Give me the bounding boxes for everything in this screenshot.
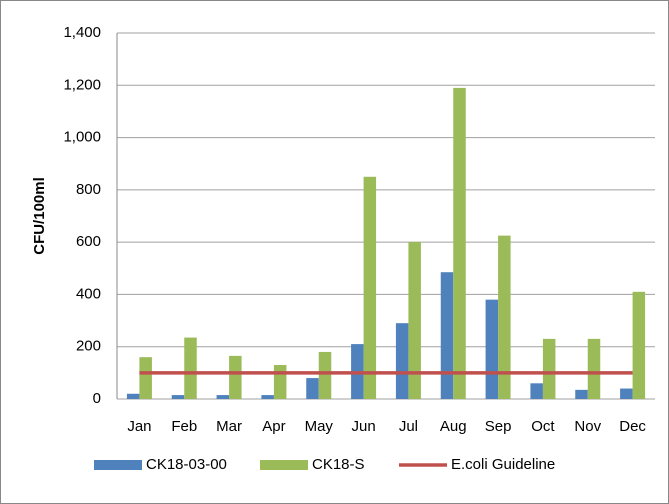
bar: [395, 323, 409, 399]
x-tick-label: Aug: [440, 418, 467, 435]
bar: [171, 395, 185, 399]
x-tick-label: Dec: [619, 418, 646, 435]
x-tick-label: May: [305, 418, 334, 435]
bar: [184, 337, 197, 399]
x-tick-label: Feb: [171, 418, 197, 435]
bar: [485, 299, 499, 399]
bar: [229, 355, 242, 399]
x-tick-label: Jan: [127, 418, 151, 435]
x-tick-label: Jun: [351, 418, 375, 435]
bar: [440, 272, 454, 399]
bar: [273, 365, 287, 399]
y-tick-label: 0: [93, 390, 101, 407]
legend-swatch: [260, 460, 308, 470]
x-tick-label: Sep: [485, 418, 512, 435]
x-tick-label: Jul: [399, 418, 418, 435]
legend-label: E.coli Guideline: [451, 456, 555, 473]
y-tick-label: 1,000: [63, 129, 101, 146]
y-tick-label: 1,200: [63, 76, 101, 93]
bar: [306, 378, 319, 399]
y-tick-label: 200: [76, 338, 101, 355]
legend-swatch: [94, 460, 142, 470]
y-axis-label: CFU/100ml: [31, 177, 48, 255]
x-tick-label: Nov: [574, 418, 601, 435]
bar: [620, 388, 633, 399]
bar: [261, 395, 274, 399]
bar: [363, 176, 377, 399]
legend-label: CK18-S: [312, 456, 365, 473]
y-tick-label: 800: [76, 181, 101, 198]
bar: [632, 291, 646, 399]
bar: [575, 389, 588, 399]
bar: [530, 383, 543, 399]
y-tick-label: 600: [76, 233, 101, 250]
x-tick-label: Mar: [216, 418, 242, 435]
bar: [139, 357, 152, 399]
x-tick-label: Oct: [531, 418, 555, 435]
bar: [408, 242, 421, 399]
y-tick-label: 400: [76, 285, 101, 302]
x-tick-label: Apr: [262, 418, 285, 435]
bar: [318, 351, 332, 399]
bar: [126, 393, 140, 399]
y-tick-label: 1,400: [63, 24, 101, 41]
legend-label: CK18-03-00: [146, 456, 227, 473]
bar: [587, 338, 601, 399]
bar: [542, 338, 556, 399]
bar: [498, 235, 511, 399]
bar: [216, 395, 230, 399]
bar: [453, 87, 466, 400]
